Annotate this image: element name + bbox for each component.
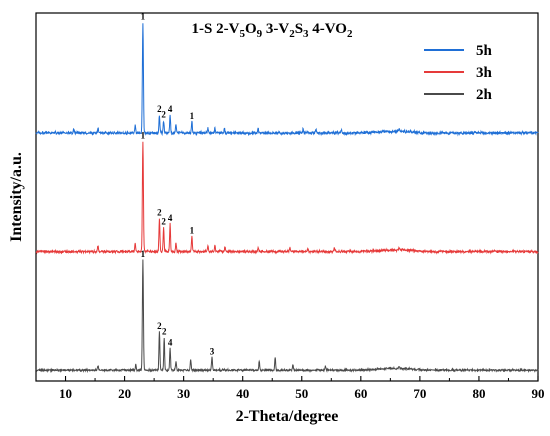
x-tick-label: 10 [59, 386, 72, 401]
peak-label: 4 [168, 213, 173, 223]
x-tick-label: 20 [118, 386, 131, 401]
peak-label: 2 [157, 104, 162, 114]
peak-label: 2 [162, 327, 167, 337]
plot-frame [35, 12, 539, 382]
peak-label: 1 [190, 225, 195, 235]
x-tick-label: 30 [177, 386, 190, 401]
peak-label: 3 [210, 346, 215, 356]
legend-label-3h: 3h [476, 65, 493, 81]
peak-label: 1 [141, 12, 146, 22]
x-tick-label: 80 [472, 386, 485, 401]
legend-label-5h: 5h [476, 43, 493, 59]
peak-label: 4 [168, 338, 173, 348]
series-line-3h [35, 141, 539, 255]
peak-label: 2 [157, 208, 162, 218]
peak-label: 1 [141, 130, 146, 140]
legend: 5h 3h 2h [424, 43, 493, 103]
x-tick-label: 60 [354, 386, 367, 401]
chart-title: 1-S 2-V5O9 3-V2S3 4-VO2 [192, 21, 353, 40]
x-tick-label: 40 [236, 386, 249, 401]
legend-label-2h: 2h [476, 87, 493, 103]
series-layer [35, 23, 539, 374]
y-axis-label: Intensity/a.u. [8, 152, 25, 242]
peak-label: 1 [190, 111, 195, 121]
series-line-2h [35, 259, 539, 374]
tick-layer: 10 20 30 40 50 60 70 80 90 [35, 376, 545, 401]
x-tick-label: 70 [413, 386, 426, 401]
x-tick-label: 90 [532, 386, 545, 401]
x-axis-label: 2-Theta/degree [236, 408, 339, 425]
peak-label: 1 [141, 249, 146, 259]
peak-label: 2 [157, 321, 162, 331]
peak-label: 2 [161, 216, 166, 226]
series-line-5h [35, 23, 539, 137]
x-tick-label: 50 [295, 386, 308, 401]
peak-label: 2 [161, 110, 166, 120]
peak-label: 4 [168, 104, 173, 114]
